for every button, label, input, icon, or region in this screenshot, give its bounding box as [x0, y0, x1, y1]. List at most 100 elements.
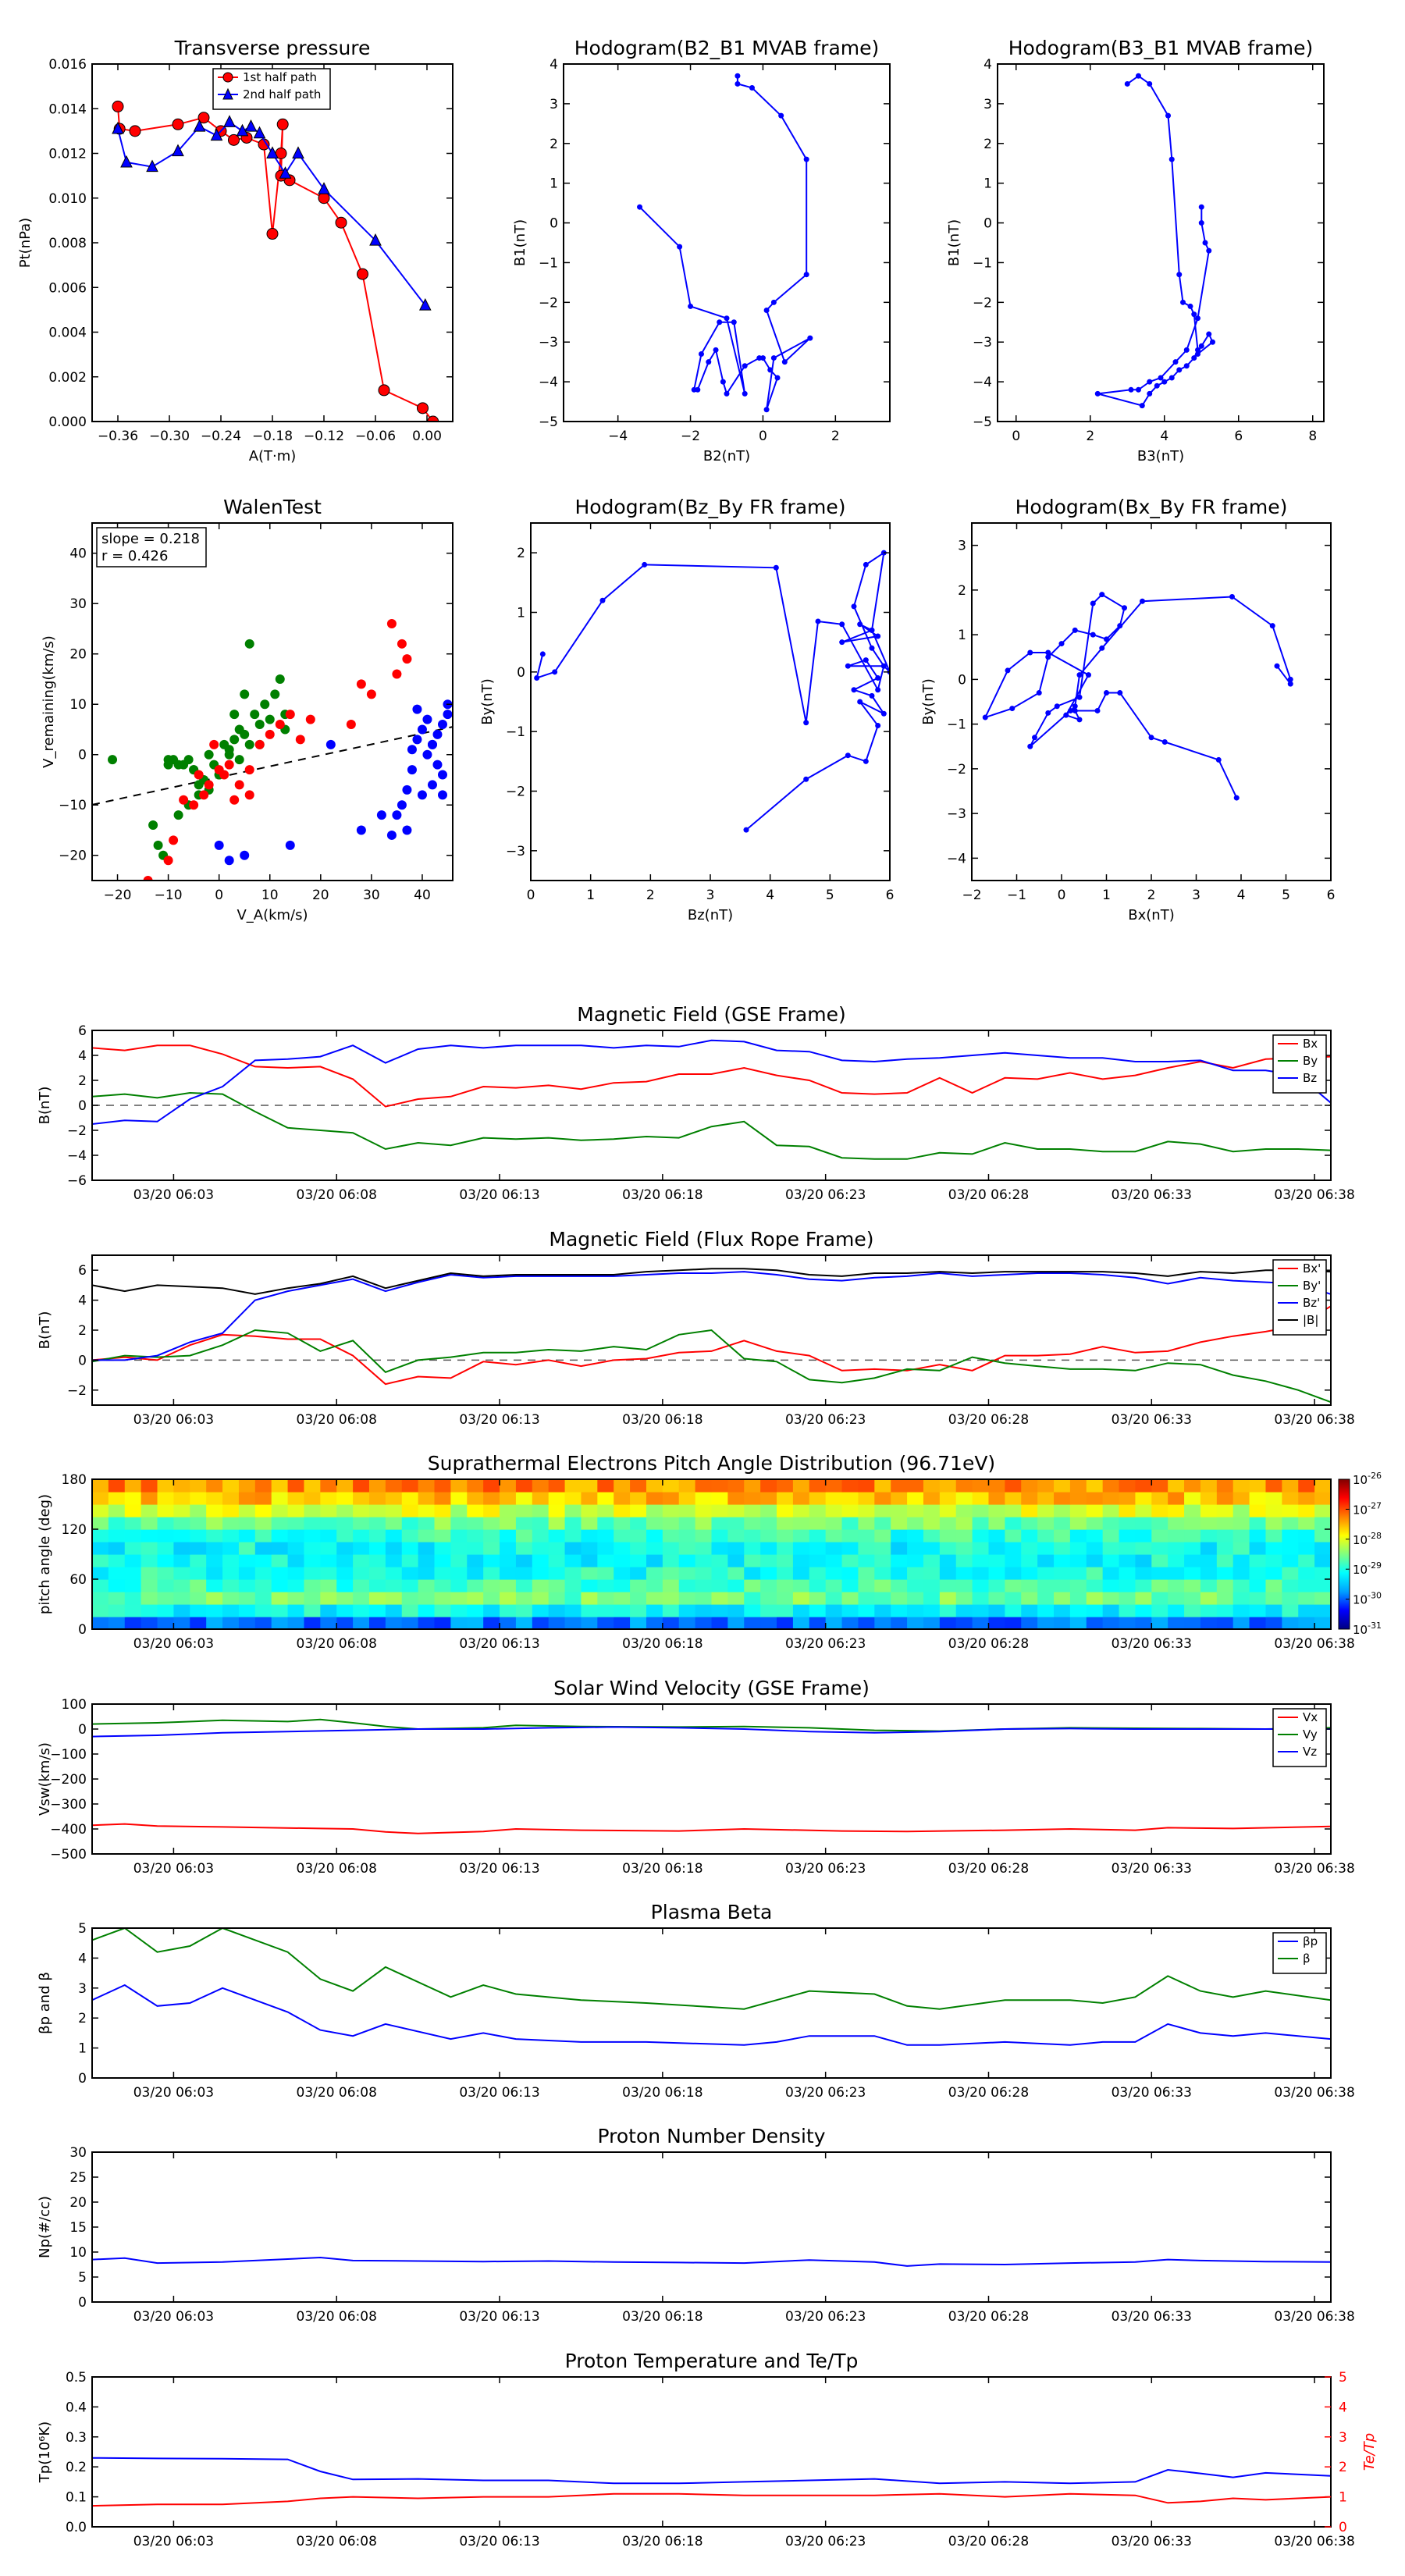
heatmap-cell — [500, 1542, 517, 1555]
heatmap-cell — [385, 1479, 403, 1493]
heatmap-cell — [792, 1592, 810, 1605]
x-tick-label: −0.06 — [355, 429, 396, 444]
heatmap-cell — [581, 1579, 598, 1592]
series-line — [92, 1271, 1331, 1361]
heatmap-cell — [124, 1579, 142, 1592]
y-tick-label: 4 — [78, 1048, 87, 1064]
heatmap-cell — [988, 1529, 1005, 1542]
heatmap-cell — [548, 1479, 566, 1493]
heatmap-cell — [939, 1604, 957, 1617]
data-point — [305, 714, 315, 724]
heatmap-cell — [206, 1517, 223, 1530]
heatmap-cell — [173, 1492, 190, 1505]
legend-label: 1st half path — [243, 70, 317, 84]
y-tick-label: −3 — [973, 335, 992, 350]
legend-label: Bx' — [1303, 1261, 1321, 1276]
heatmap-cell — [483, 1542, 500, 1555]
x-tick-label: 03/20 06:33 — [1112, 2085, 1192, 2101]
data-point — [224, 760, 234, 770]
heatmap-cell — [841, 1492, 859, 1505]
data-point — [1045, 654, 1051, 660]
heatmap-cell — [450, 1504, 468, 1517]
heatmap-cell — [792, 1479, 810, 1493]
heatmap-cell — [955, 1479, 973, 1493]
heatmap-cell — [695, 1604, 713, 1617]
heatmap-cell — [108, 1517, 126, 1530]
heatmap-cell — [809, 1567, 827, 1580]
heatmap-cell — [581, 1617, 598, 1629]
heatmap-cell — [711, 1604, 728, 1617]
heatmap-cell — [1282, 1579, 1299, 1592]
heatmap-cell — [695, 1517, 713, 1530]
heatmap-cell — [825, 1529, 843, 1542]
heatmap-cell — [1216, 1529, 1234, 1542]
x-tick-label: 03/20 06:33 — [1112, 1187, 1192, 1203]
heatmap-cell — [190, 1517, 207, 1530]
walen-chart: WalenTest −20 −10 0 10 20 30 40 −20 −10 0 10 20 30 40 V… — [41, 496, 454, 923]
heatmap-cell — [678, 1579, 696, 1592]
heatmap-cell — [92, 1554, 109, 1567]
data-point — [677, 244, 683, 250]
y-tick-label: 100 — [62, 1697, 87, 1713]
heatmap-cell — [515, 1504, 533, 1517]
heatmap-cell — [287, 1604, 305, 1617]
heatmap-cell — [434, 1604, 451, 1617]
y-tick-label: 6 — [78, 1023, 87, 1039]
heatmap-cell — [646, 1479, 663, 1493]
data-point — [1176, 272, 1183, 278]
y-tick-label: 180 — [62, 1472, 87, 1488]
heatmap-cell — [1184, 1579, 1201, 1592]
heatmap-cell — [972, 1579, 990, 1592]
y-tick-label: 3 — [958, 539, 966, 554]
heatmap-cell — [678, 1617, 696, 1629]
heatmap-cell — [891, 1529, 908, 1542]
heatmap-cell — [124, 1479, 142, 1493]
data-point — [143, 876, 153, 881]
data-point — [539, 651, 546, 657]
heatmap-cell — [206, 1542, 223, 1555]
heatmap-cell — [760, 1492, 777, 1505]
y-tick-label: 0 — [78, 1353, 87, 1368]
heatmap-cell — [874, 1617, 891, 1629]
heatmap-cell — [678, 1542, 696, 1555]
legend-label: Bx — [1303, 1037, 1318, 1051]
heatmap-cell — [1249, 1492, 1267, 1505]
series-By — [92, 1329, 1331, 1404]
x-tick-label: 03/20 06:13 — [459, 1636, 539, 1652]
heatmap-cell — [271, 1529, 289, 1542]
x-axis-label: Bz(nT) — [688, 907, 733, 923]
heatmap-cell — [548, 1554, 566, 1567]
heatmap-cell — [434, 1529, 451, 1542]
heatmap-cell — [939, 1517, 957, 1530]
y-tick-label: 4 — [78, 1293, 87, 1309]
heatmap-cell — [614, 1567, 631, 1580]
heatmap-cell — [140, 1542, 158, 1555]
heatmap-cell — [744, 1504, 761, 1517]
heatmap-cell — [972, 1567, 990, 1580]
heatmap-cell — [483, 1517, 500, 1530]
heatmap-cell — [1054, 1529, 1071, 1542]
heatmap-cell — [532, 1567, 550, 1580]
pad-chart: Suprathermal Electrons Pitch Angle Distr… — [37, 1452, 1355, 1652]
series-line — [92, 1044, 1331, 1108]
data-point — [724, 390, 730, 397]
x-tick-label: 03/20 06:38 — [1274, 2309, 1354, 2325]
heatmap-cell — [320, 1504, 337, 1517]
series-line — [92, 1305, 1331, 1386]
heatmap-cell — [711, 1517, 728, 1530]
heatmap-cell — [238, 1567, 256, 1580]
heatmap-cell — [1282, 1479, 1299, 1493]
heatmap-cell — [1069, 1529, 1087, 1542]
heatmap-cell — [287, 1554, 305, 1567]
heatmap-cell — [1265, 1517, 1282, 1530]
heatmap-cell — [532, 1529, 550, 1542]
data-point — [1032, 735, 1037, 741]
heatmap-cell — [955, 1542, 973, 1555]
heatmap-cell — [678, 1554, 696, 1567]
heatmap-cell — [939, 1567, 957, 1580]
heatmap-cell — [1119, 1604, 1136, 1617]
heatmap-cell — [1265, 1492, 1282, 1505]
heatmap-cell — [1069, 1617, 1087, 1629]
heatmap-cell — [1265, 1567, 1282, 1580]
heatmap-cell — [500, 1492, 517, 1505]
